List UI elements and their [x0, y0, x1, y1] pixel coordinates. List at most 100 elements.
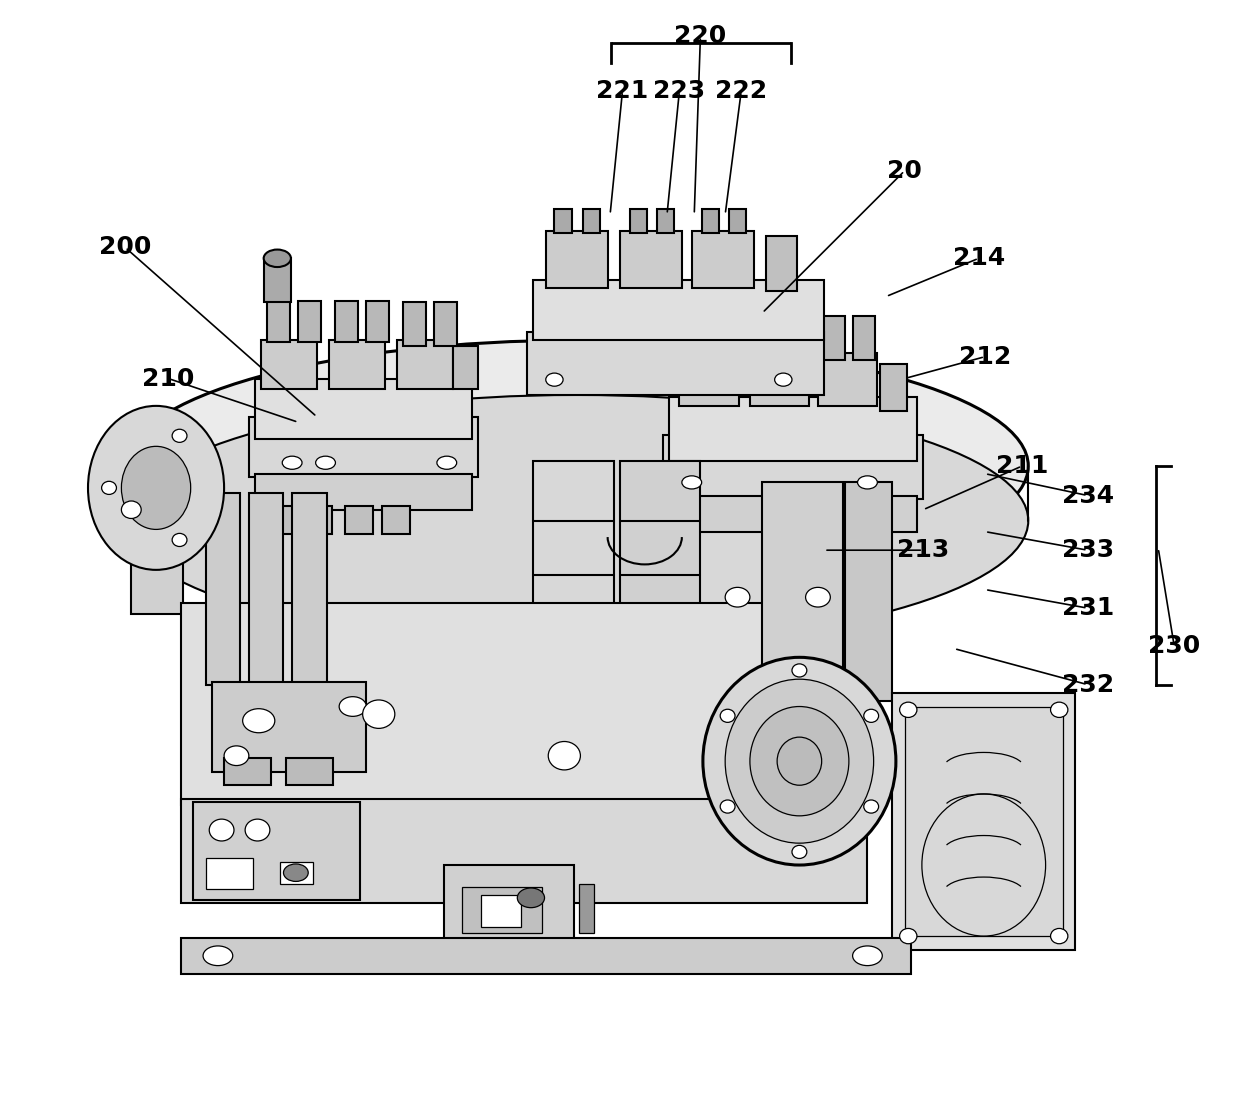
Bar: [579, 883, 594, 933]
Bar: [255, 378, 471, 438]
Bar: [286, 758, 334, 785]
Ellipse shape: [1050, 703, 1068, 718]
Bar: [131, 482, 184, 614]
Ellipse shape: [283, 456, 303, 469]
Text: 231: 231: [1061, 596, 1114, 620]
Bar: [620, 460, 701, 619]
Ellipse shape: [203, 946, 233, 966]
Bar: [686, 315, 708, 355]
Ellipse shape: [792, 845, 807, 858]
Bar: [268, 506, 295, 534]
Bar: [444, 865, 574, 947]
Bar: [818, 353, 878, 406]
Bar: [181, 603, 868, 804]
Ellipse shape: [725, 587, 750, 607]
Ellipse shape: [264, 250, 291, 267]
Bar: [657, 209, 675, 233]
Text: 220: 220: [675, 24, 727, 48]
Ellipse shape: [340, 697, 366, 717]
Bar: [206, 858, 253, 889]
Ellipse shape: [750, 707, 849, 815]
Text: 233: 233: [1061, 538, 1114, 562]
Ellipse shape: [88, 406, 224, 570]
Ellipse shape: [703, 658, 897, 865]
Bar: [546, 231, 608, 288]
Text: 211: 211: [996, 454, 1048, 478]
Ellipse shape: [806, 587, 831, 607]
Bar: [893, 694, 1075, 950]
Ellipse shape: [125, 395, 1028, 647]
Ellipse shape: [316, 456, 336, 469]
Bar: [382, 506, 409, 534]
Bar: [181, 799, 868, 903]
Bar: [330, 340, 384, 389]
Ellipse shape: [102, 481, 117, 494]
Bar: [255, 473, 471, 510]
Ellipse shape: [1050, 928, 1068, 944]
Bar: [846, 482, 893, 701]
Bar: [461, 887, 542, 933]
Bar: [750, 353, 810, 406]
Ellipse shape: [122, 446, 191, 529]
Bar: [670, 495, 916, 532]
Ellipse shape: [720, 800, 735, 813]
Ellipse shape: [224, 746, 249, 765]
Text: 222: 222: [715, 79, 768, 103]
Text: 213: 213: [897, 538, 950, 562]
Bar: [785, 315, 807, 355]
Bar: [670, 397, 916, 460]
Bar: [193, 801, 360, 900]
Ellipse shape: [720, 709, 735, 722]
Bar: [366, 301, 388, 342]
Text: 234: 234: [1061, 483, 1114, 507]
Ellipse shape: [725, 680, 874, 843]
Bar: [714, 315, 737, 355]
Ellipse shape: [125, 340, 1028, 592]
Bar: [280, 861, 314, 883]
Bar: [305, 506, 332, 534]
Bar: [756, 315, 779, 355]
Text: 223: 223: [653, 79, 706, 103]
Ellipse shape: [792, 664, 807, 677]
Text: 214: 214: [952, 247, 1004, 271]
Bar: [620, 231, 682, 288]
Text: 221: 221: [596, 79, 649, 103]
Bar: [345, 506, 372, 534]
Bar: [880, 364, 906, 411]
Ellipse shape: [899, 928, 916, 944]
Ellipse shape: [210, 819, 234, 841]
Bar: [268, 301, 290, 342]
Ellipse shape: [243, 709, 275, 733]
Ellipse shape: [899, 703, 916, 718]
Ellipse shape: [362, 700, 394, 729]
Bar: [453, 345, 477, 389]
Ellipse shape: [246, 819, 270, 841]
Ellipse shape: [775, 373, 792, 386]
Text: 20: 20: [887, 159, 923, 183]
Text: 232: 232: [1061, 673, 1114, 697]
Ellipse shape: [517, 888, 544, 907]
Bar: [481, 894, 521, 927]
Ellipse shape: [864, 709, 879, 722]
Bar: [181, 938, 910, 974]
Bar: [336, 301, 357, 342]
Ellipse shape: [548, 742, 580, 769]
Bar: [249, 493, 284, 685]
Bar: [397, 340, 453, 389]
Bar: [554, 209, 572, 233]
Bar: [853, 317, 875, 359]
Bar: [264, 259, 291, 302]
Bar: [766, 237, 797, 292]
Text: 200: 200: [99, 236, 151, 260]
Ellipse shape: [864, 800, 879, 813]
Bar: [224, 758, 272, 785]
Ellipse shape: [777, 738, 822, 785]
Bar: [702, 209, 719, 233]
Bar: [403, 302, 425, 345]
Text: 212: 212: [959, 344, 1011, 368]
Bar: [249, 416, 477, 477]
Bar: [680, 353, 739, 406]
Bar: [533, 281, 825, 340]
Text: 230: 230: [1148, 635, 1200, 659]
Bar: [729, 209, 746, 233]
